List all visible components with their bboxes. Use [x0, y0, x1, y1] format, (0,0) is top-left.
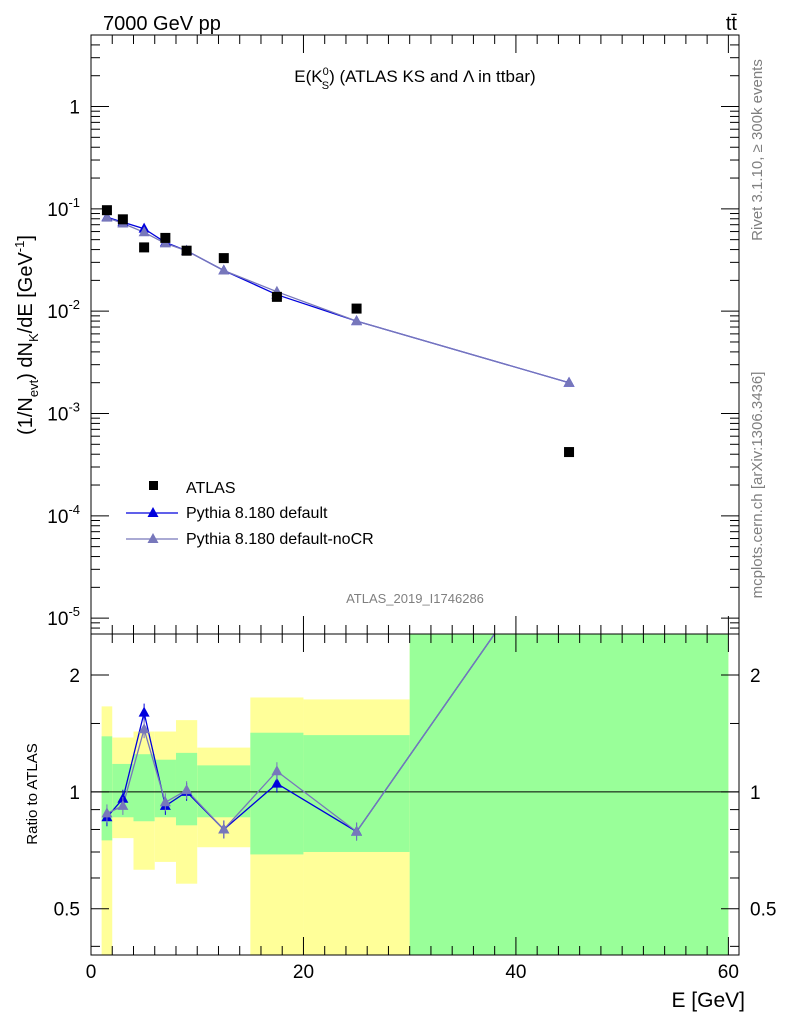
atlas-data-point	[564, 447, 575, 458]
ratio-series-marker-2	[117, 799, 129, 810]
main-series-marker-2	[101, 211, 113, 222]
legend-marker-atlas	[149, 481, 158, 490]
xtick-label: 0	[86, 962, 97, 983]
main-ytick-label: 10-5	[47, 604, 80, 630]
atlas-data-point	[351, 303, 362, 314]
atlas-data-point	[218, 253, 229, 264]
energy-label: 7000 GeV pp	[103, 13, 221, 35]
xtick-label: 40	[505, 962, 526, 983]
atlas-data-point	[117, 214, 128, 225]
ratio-bands	[101, 634, 729, 955]
atlas-data-point	[160, 232, 171, 243]
mcplots-label: mcplots.cern.ch [arXiv:1306.3436]	[749, 372, 766, 599]
ratio-ytick-label-left: 2	[69, 666, 80, 687]
main-frame	[90, 34, 740, 635]
xaxis-label: E [GeV]	[671, 989, 745, 1012]
ratio-ytick-label-left: 0.5	[54, 900, 80, 921]
ratio-frame	[90, 633, 740, 956]
ratio-ytick-label-right: 2	[750, 666, 761, 687]
legend-label-default: Pythia 8.180 default	[186, 505, 328, 522]
main-title: E(K0 S) (ATLAS KS and Λ in ttbar)	[294, 66, 535, 92]
ratio-tick-labels: 0.5 0.51 12 20 20 40 60	[54, 666, 777, 983]
main-ytick-label: 10-3	[47, 399, 80, 425]
legend-label-nocr: Pythia 8.180 default-noCR	[186, 531, 374, 548]
legend-marker-nocr	[147, 533, 159, 543]
title-main: E(K	[294, 67, 323, 86]
rivet-label: Rivet 3.1.10, ≥ 300k events	[749, 59, 766, 241]
ratio-series-marker-2	[218, 823, 230, 834]
main-ytick-label: 1	[69, 98, 80, 119]
ratio-series-marker-2	[181, 784, 193, 795]
ratio-series-marker-2	[351, 825, 363, 836]
main-panel: 10-5 10-4 10-3 10-2 10-1 1 E(K0 S) (ATLAS KS a…	[12, 34, 740, 635]
main-series-marker-2	[138, 226, 150, 237]
ratio-series-marker-2	[271, 765, 283, 776]
xtick-label: 20	[293, 962, 314, 983]
analysis-watermark: ATLAS_2019_I1746286	[346, 591, 484, 606]
ratio-band-green	[101, 736, 113, 841]
main-ticks	[90, 34, 739, 635]
ratio-ytick-label-right: 1	[750, 783, 761, 804]
ratio-band-green	[409, 634, 729, 955]
legend: ATLAS Pythia 8.180 default Pythia 8.180 …	[126, 480, 374, 548]
ratio-series-marker-2	[159, 796, 171, 807]
atlas-data-point	[139, 242, 150, 253]
main-ytick-label: 10-2	[47, 297, 80, 323]
main-ytick-label: 10-4	[47, 502, 80, 528]
atlas-data-point	[101, 205, 112, 216]
ratio-ytick-label-right: 0.5	[750, 900, 776, 921]
title-sup: 0	[323, 66, 329, 78]
title-rest: ) (ATLAS KS and Λ in ttbar)	[329, 67, 536, 86]
main-ytick-labels: 10-5 10-4 10-3 10-2 10-1 1	[47, 98, 80, 631]
atlas-data-point	[181, 245, 192, 256]
main-series-marker-2	[218, 264, 230, 275]
main-series-marker-2	[351, 315, 363, 326]
main-series-marker-2	[563, 376, 575, 387]
ratio-series-marker-1	[138, 706, 150, 717]
main-ytick-label: 10-1	[47, 195, 80, 221]
ratio-series-marker-2	[138, 723, 150, 734]
main-series	[101, 205, 575, 458]
ratio-ytick-label-left: 1	[69, 783, 80, 804]
ratio-ylabel: Ratio to ATLAS	[24, 743, 41, 844]
process-label: tt̄	[726, 13, 738, 35]
atlas-data-point	[271, 291, 282, 302]
ratio-band-green	[197, 765, 251, 818]
ratio-band-green	[133, 754, 155, 822]
title-sub: S	[322, 80, 329, 92]
xtick-label: 60	[718, 962, 739, 983]
ratio-series-marker-1	[271, 777, 283, 788]
ratio-panel: 0.5 0.51 12 20 20 40 60 Ratio to ATLAS E [GeV]	[24, 633, 777, 1012]
ratio-series-marker-2	[101, 807, 113, 818]
legend-label-atlas: ATLAS	[186, 480, 236, 497]
ratio-band-green	[250, 732, 304, 855]
main-ylabel: (1/Nevt) dNK/dE [GeV-1]	[12, 235, 41, 435]
ratio-ticks	[90, 634, 739, 955]
ratio-series-group	[101, 634, 496, 841]
legend-marker-default	[147, 507, 159, 517]
ratio-series	[101, 634, 496, 841]
